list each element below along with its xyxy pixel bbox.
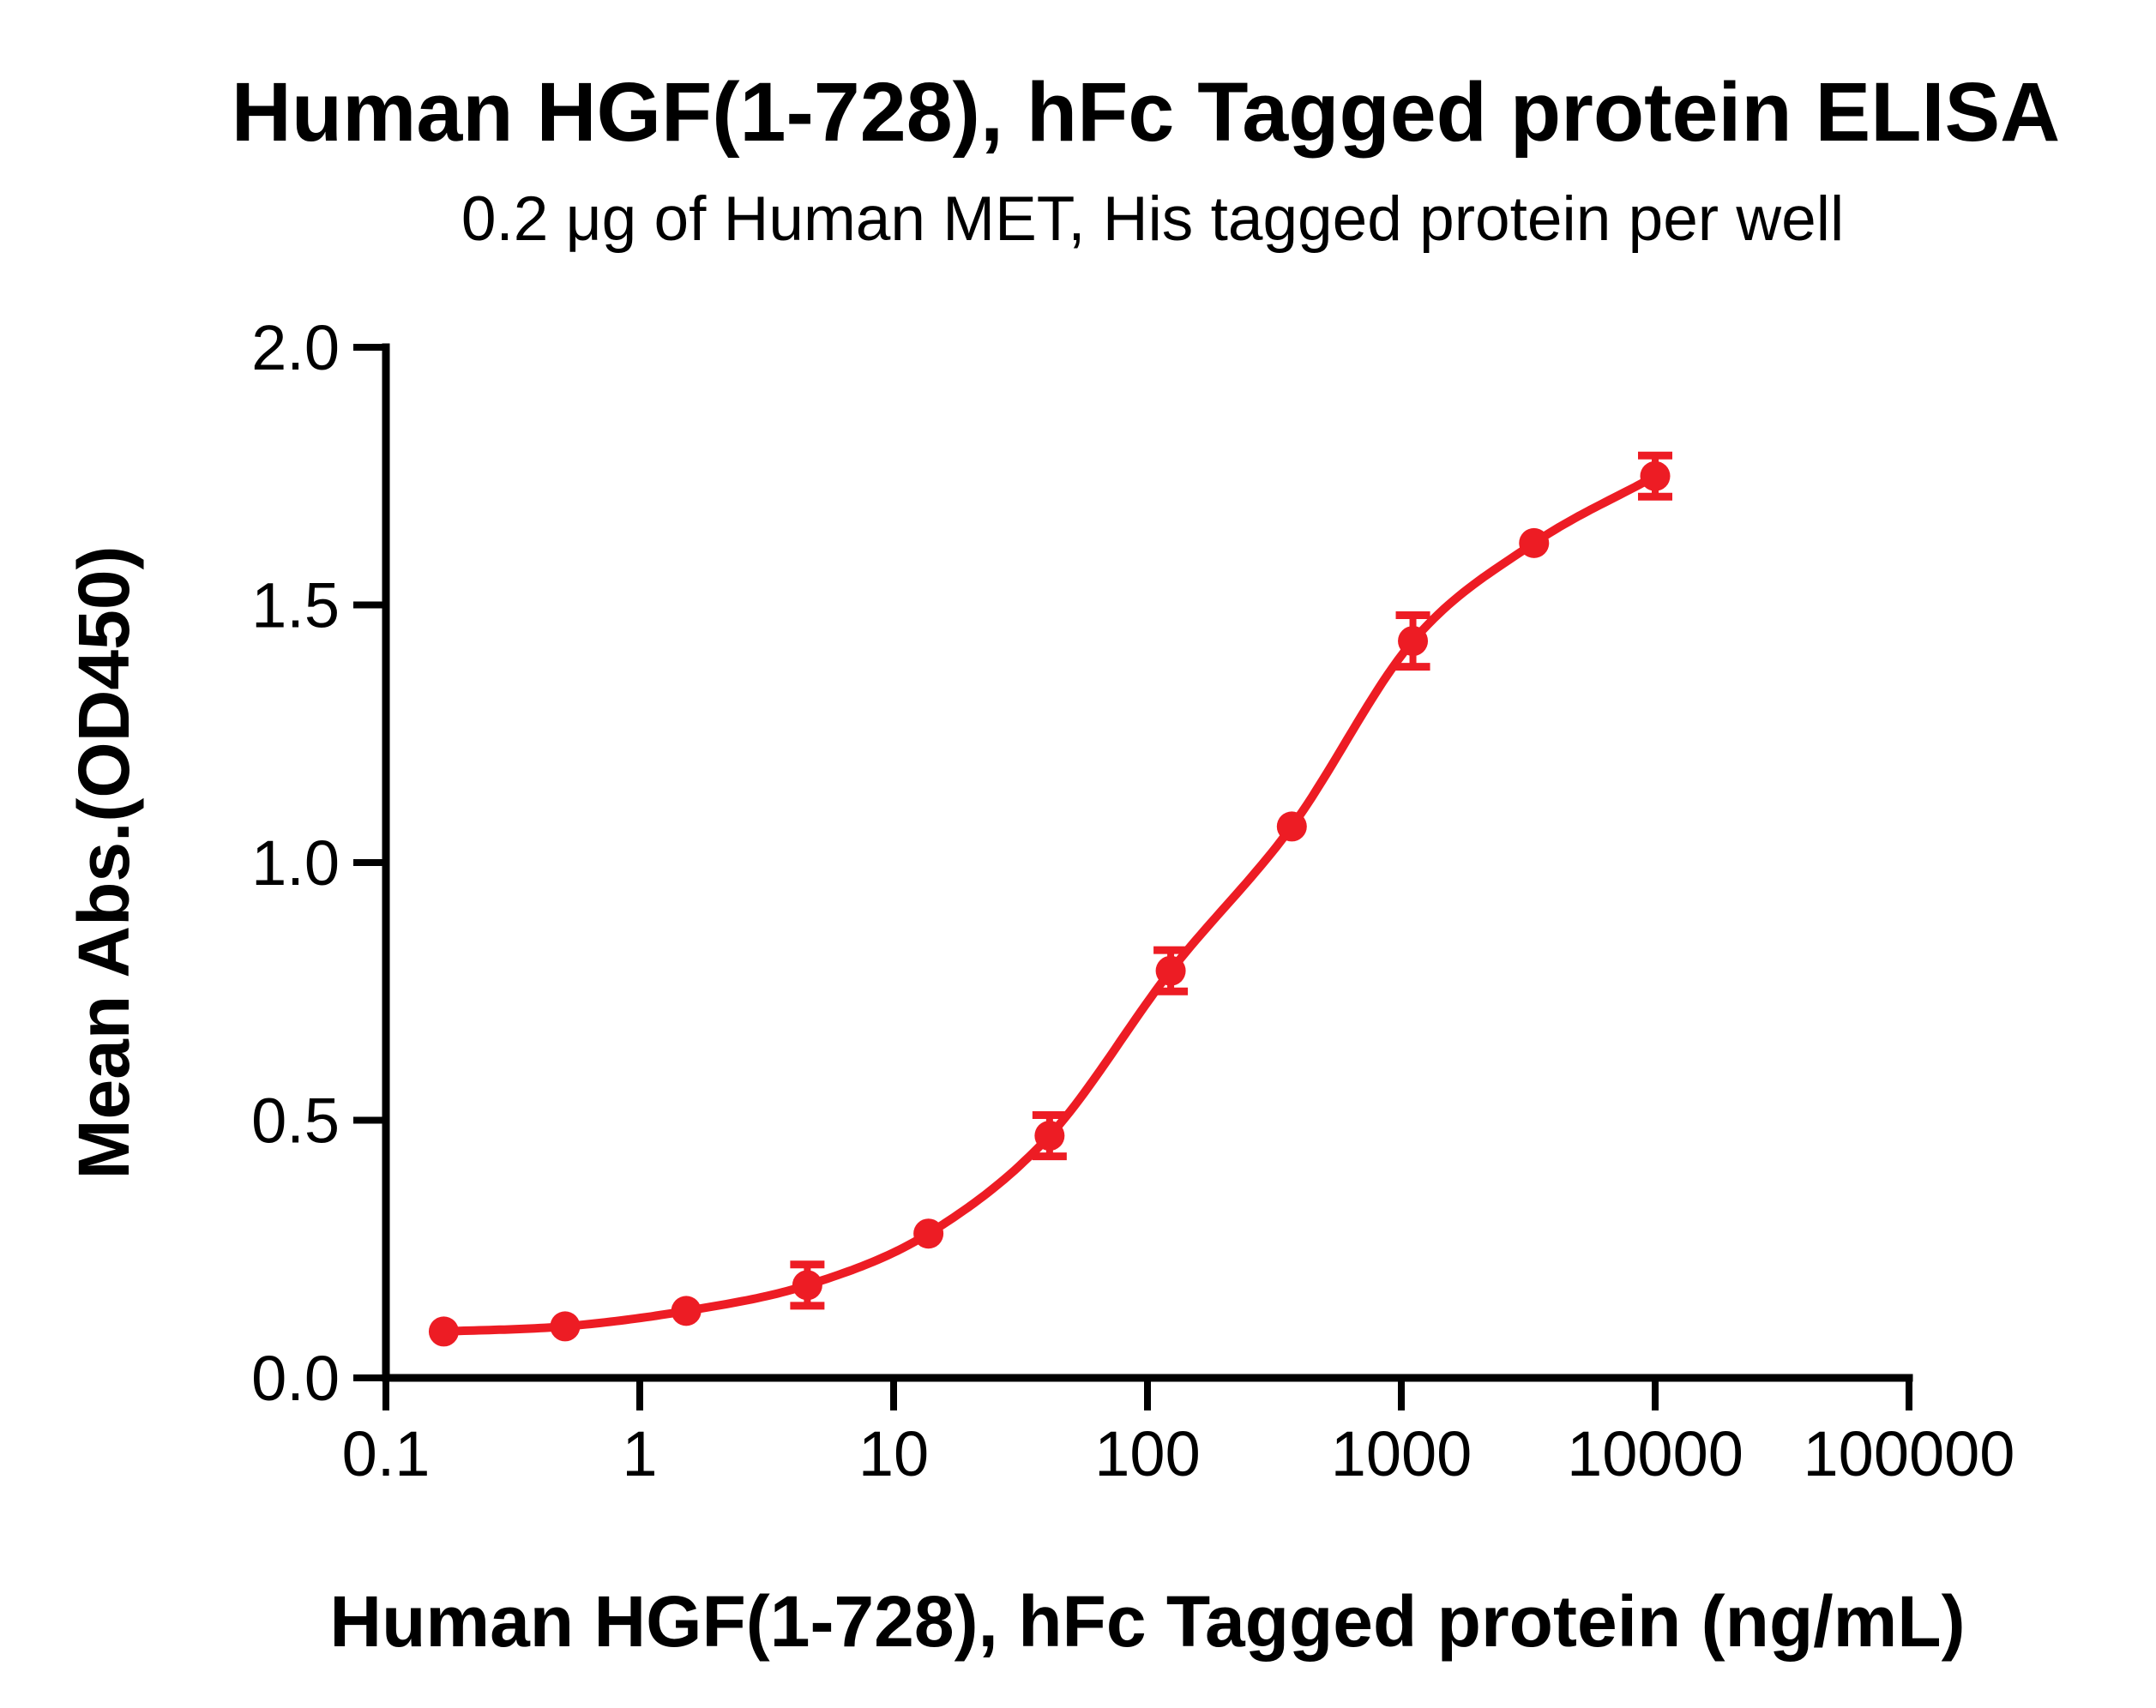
data-point — [671, 1296, 702, 1326]
x-tick-label: 100 — [1094, 1418, 1200, 1489]
y-axis-label: Mean Abs.(OD450) — [63, 545, 144, 1179]
data-point — [792, 1270, 822, 1301]
chart-title: Human HGF(1-728), hFc Tagged protein ELI… — [232, 65, 2060, 159]
data-point — [550, 1311, 581, 1342]
data-point — [1398, 626, 1429, 657]
fit-curve — [443, 472, 1658, 1336]
x-tick-label: 100000 — [1804, 1418, 2015, 1489]
data-point — [1155, 955, 1186, 986]
plot-area: 0.1 1 10 100 1000 10000 100000 0.0 0.5 1.0 1.5 2.0 — [251, 312, 2014, 1489]
x-tick-label: 10000 — [1567, 1418, 1743, 1489]
data-point — [1519, 527, 1550, 558]
chart-subtitle: 0.2 μg of Human MET, His tagged protein … — [461, 184, 1844, 254]
x-tick-label: 1000 — [1331, 1418, 1472, 1489]
y-tick-label: 0.0 — [251, 1343, 340, 1414]
y-tick-label: 2.0 — [251, 312, 340, 383]
data-point — [1640, 460, 1671, 491]
x-tick-label: 10 — [858, 1418, 929, 1489]
y-tick-label: 0.5 — [251, 1086, 340, 1157]
y-tick-label: 1.5 — [251, 570, 340, 641]
y-tick-label: 1.0 — [251, 827, 340, 899]
data-point — [428, 1316, 459, 1347]
x-tick-label: 0.1 — [342, 1418, 431, 1489]
x-axis-label: Human HGF(1-728), hFc Tagged protein (ng… — [329, 1581, 1965, 1662]
data-point — [913, 1218, 944, 1249]
data-point — [1034, 1121, 1065, 1152]
x-tick-label: 1 — [622, 1418, 657, 1489]
data-point — [1276, 811, 1307, 842]
